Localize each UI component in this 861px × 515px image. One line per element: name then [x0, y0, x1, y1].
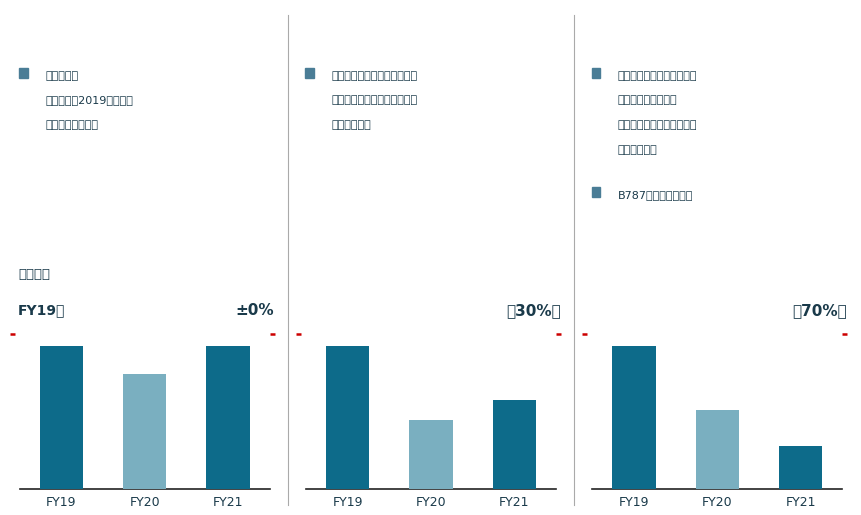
- Bar: [591, 187, 599, 197]
- Text: コロナ前（2019年度）と: コロナ前（2019年度）と: [46, 95, 133, 105]
- Bar: [409, 420, 452, 489]
- Text: 中量産品: 中量産品: [128, 28, 161, 42]
- Text: 燃費の良い新型機種を中心に: 燃費の良い新型機種を中心に: [331, 95, 418, 105]
- Bar: [40, 346, 83, 489]
- Bar: [591, 68, 599, 78]
- Text: B787減産の影響あり: B787減産の影響あり: [617, 190, 692, 200]
- Bar: [611, 346, 654, 489]
- Text: 時間を要する: 時間を要する: [617, 145, 657, 154]
- Bar: [305, 68, 313, 78]
- Text: 国内線旅客需要は米中欧で: 国内線旅客需要は米中欧で: [617, 71, 697, 80]
- Bar: [207, 346, 250, 489]
- Text: 売上実績: 売上実績: [18, 268, 50, 281]
- Bar: [325, 346, 369, 489]
- Text: 約30%減: 約30%減: [505, 303, 560, 318]
- Text: 国際線旅客需要の回復には: 国際線旅客需要の回復には: [617, 120, 697, 130]
- Bar: [695, 410, 738, 489]
- Text: 国内線を主体とした狭胴機や: 国内線を主体とした狭胴機や: [331, 71, 418, 80]
- Text: FY19比: FY19比: [18, 303, 65, 317]
- Text: 民間航空機・航空エンジン: 民間航空機・航空エンジン: [381, 28, 480, 42]
- Text: 売上収益は: 売上収益は: [46, 71, 78, 80]
- Text: 回復傾向にあるが、: 回復傾向にあるが、: [617, 95, 677, 105]
- Bar: [778, 446, 821, 489]
- Bar: [123, 374, 166, 489]
- Bar: [492, 400, 536, 489]
- Text: 約70%減: 約70%減: [791, 303, 846, 318]
- Text: ±0%: ±0%: [236, 303, 274, 318]
- Text: 市況回復基調: 市況回復基調: [331, 120, 371, 130]
- Text: 同レベルまで回復: 同レベルまで回復: [46, 120, 98, 130]
- Text: 民間航空機・構造Tier1: 民間航空機・構造Tier1: [663, 28, 770, 42]
- Bar: [19, 68, 28, 78]
